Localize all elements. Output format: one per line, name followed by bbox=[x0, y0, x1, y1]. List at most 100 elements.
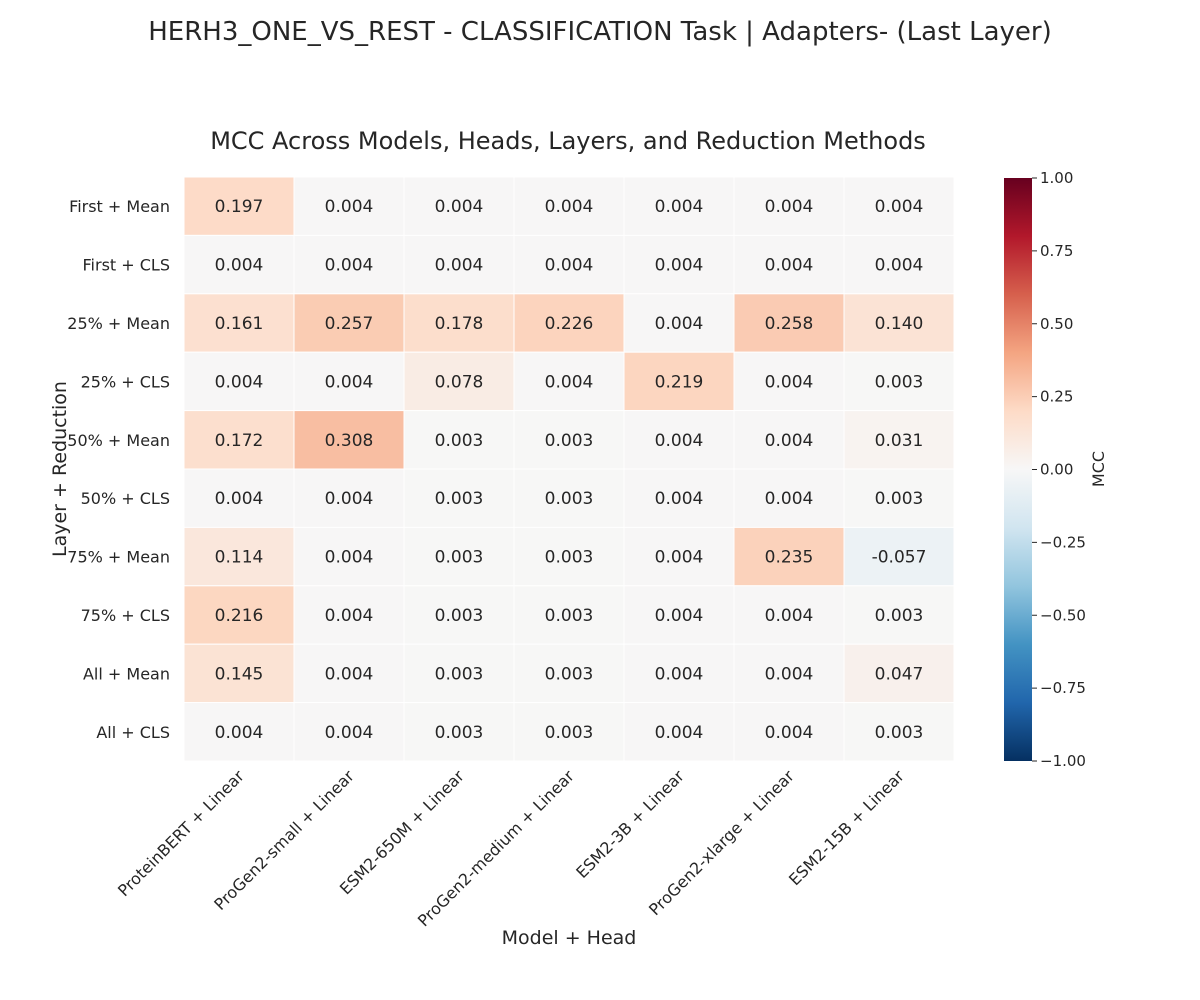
heatmap-cell bbox=[183, 526, 295, 587]
heatmap-cell-label: 0.004 bbox=[765, 431, 814, 451]
colorbar-tick-label: 0.00 bbox=[1040, 461, 1073, 479]
heatmap-cell bbox=[733, 702, 845, 762]
heatmap-cell-label: 0.004 bbox=[655, 314, 704, 334]
x-axis-label: Model + Head bbox=[502, 927, 637, 949]
heatmap-cell bbox=[183, 234, 295, 295]
heatmap-cells bbox=[183, 176, 955, 762]
colorbar-tick-label: 0.50 bbox=[1040, 315, 1073, 333]
heatmap-cell-label: 0.003 bbox=[875, 723, 924, 743]
y-tick-label: First + CLS bbox=[83, 256, 171, 275]
heatmap-cell-label: 0.004 bbox=[765, 372, 814, 392]
colorbar: 1.00 0.75 0.50 0.25 0.00 −0.25 −0.50 −0.75 −1.00… bbox=[1004, 169, 1108, 770]
heatmap-cell bbox=[403, 234, 515, 295]
heatmap-cell-label: 0.031 bbox=[875, 431, 924, 451]
x-tick-label: ESM2-15B + Linear bbox=[785, 766, 908, 889]
heatmap-cell-label: 0.004 bbox=[215, 256, 264, 276]
heatmap-cell-label: 0.003 bbox=[875, 489, 924, 509]
heatmap-cell bbox=[843, 702, 955, 762]
heatmap-cell-label: 0.003 bbox=[545, 489, 594, 509]
colorbar-gradient bbox=[1004, 178, 1032, 761]
heatmap-cell bbox=[293, 351, 405, 412]
heatmap-cell-label: 0.258 bbox=[765, 314, 814, 334]
heatmap-cell bbox=[733, 526, 845, 587]
heatmap-cell-label: 0.004 bbox=[875, 197, 924, 217]
heatmap-cell bbox=[183, 176, 295, 236]
heatmap-cell bbox=[623, 468, 735, 528]
heatmap-cell-label: 0.003 bbox=[545, 723, 594, 743]
y-tick-label: 50% + CLS bbox=[81, 489, 170, 508]
heatmap-cell bbox=[513, 176, 625, 236]
heatmap-cell-label: 0.004 bbox=[545, 256, 594, 276]
y-tick-label: 25% + CLS bbox=[81, 372, 170, 391]
heatmap-cell bbox=[843, 526, 955, 587]
heatmap-cell-label: 0.004 bbox=[655, 606, 704, 626]
heatmap-cell bbox=[183, 702, 295, 762]
heatmap-cell-label: 0.172 bbox=[215, 431, 264, 451]
heatmap-cell-label: 0.003 bbox=[435, 548, 484, 568]
colorbar-tick-label: 1.00 bbox=[1040, 169, 1073, 187]
heatmap-cell bbox=[183, 585, 295, 645]
y-tick-label: 25% + Mean bbox=[67, 314, 170, 333]
y-tick-labels: First + Mean First + CLS 25% + Mean 25% + C… bbox=[67, 197, 170, 742]
heatmap-cell bbox=[623, 234, 735, 295]
heatmap-cell bbox=[623, 176, 735, 236]
heatmap-cell bbox=[403, 410, 515, 470]
heatmap-cell-label: 0.004 bbox=[325, 606, 374, 626]
heatmap-cell bbox=[843, 585, 955, 645]
heatmap-cell bbox=[293, 176, 405, 236]
heatmap-cell bbox=[733, 176, 845, 236]
heatmap-cell-label: 0.004 bbox=[545, 197, 594, 217]
heatmap-cell-label: 0.003 bbox=[435, 489, 484, 509]
colorbar-tick-label: −1.00 bbox=[1040, 752, 1086, 770]
heatmap-cell-label: 0.004 bbox=[655, 664, 704, 684]
heatmap-cell bbox=[733, 234, 845, 295]
heatmap-cell bbox=[623, 702, 735, 762]
heatmap-cell-label: 0.216 bbox=[215, 606, 264, 626]
y-tick-label: First + Mean bbox=[69, 197, 170, 216]
heatmap-cell bbox=[183, 410, 295, 470]
heatmap-cell bbox=[403, 293, 515, 353]
heatmap-cell-label: 0.003 bbox=[435, 723, 484, 743]
heatmap-cell-label: 0.140 bbox=[875, 314, 924, 334]
heatmap-cell-label: 0.003 bbox=[435, 431, 484, 451]
heatmap-cell-labels: 0.197 0.004 0.004 0.004 0.004 0.004 0.004 0.004… bbox=[215, 197, 927, 743]
heatmap-cell-label: 0.004 bbox=[325, 489, 374, 509]
colorbar-tick-label: 0.75 bbox=[1040, 242, 1073, 260]
heatmap-cell bbox=[293, 293, 405, 353]
heatmap-cell-label: 0.003 bbox=[875, 372, 924, 392]
heatmap-cell bbox=[843, 234, 955, 295]
heatmap-cell-label: 0.145 bbox=[215, 664, 264, 684]
heatmap-cell bbox=[403, 643, 515, 704]
heatmap-cell bbox=[623, 585, 735, 645]
heatmap-cell bbox=[733, 351, 845, 412]
colorbar-tick-label: 0.25 bbox=[1040, 388, 1073, 406]
heatmap-cell-label: 0.003 bbox=[545, 548, 594, 568]
y-axis-label: Layer + Reduction bbox=[49, 381, 71, 557]
heatmap-cell-label: 0.004 bbox=[215, 489, 264, 509]
heatmap-cell-label: 0.219 bbox=[655, 372, 704, 392]
heatmap-cell bbox=[623, 643, 735, 704]
heatmap-cell-label: 0.004 bbox=[325, 664, 374, 684]
heatmap-cell-label: 0.003 bbox=[545, 606, 594, 626]
heatmap-cell-label: 0.004 bbox=[765, 489, 814, 509]
heatmap-cell-label: 0.004 bbox=[655, 256, 704, 276]
heatmap-cell-label: 0.003 bbox=[435, 664, 484, 684]
heatmap-cell bbox=[513, 351, 625, 412]
heatmap-cell-label: 0.004 bbox=[215, 372, 264, 392]
y-tick-label: 50% + Mean bbox=[67, 431, 170, 450]
heatmap-cell-label: 0.004 bbox=[325, 197, 374, 217]
heatmap-cell-label: 0.004 bbox=[545, 372, 594, 392]
colorbar-label: MCC bbox=[1089, 451, 1108, 487]
heatmap-cell-label: 0.003 bbox=[545, 664, 594, 684]
heatmap-cell bbox=[843, 351, 955, 412]
heatmap-cell bbox=[513, 702, 625, 762]
heatmap-cell bbox=[733, 585, 845, 645]
heatmap-cell-label: 0.003 bbox=[545, 431, 594, 451]
heatmap-cell-label: 0.004 bbox=[765, 664, 814, 684]
heatmap-cell-label: 0.004 bbox=[325, 548, 374, 568]
heatmap-cell-label: 0.004 bbox=[325, 723, 374, 743]
heatmap-cell bbox=[293, 585, 405, 645]
heatmap-cell-label: 0.003 bbox=[875, 606, 924, 626]
colorbar-tick-label: −0.75 bbox=[1040, 679, 1086, 697]
